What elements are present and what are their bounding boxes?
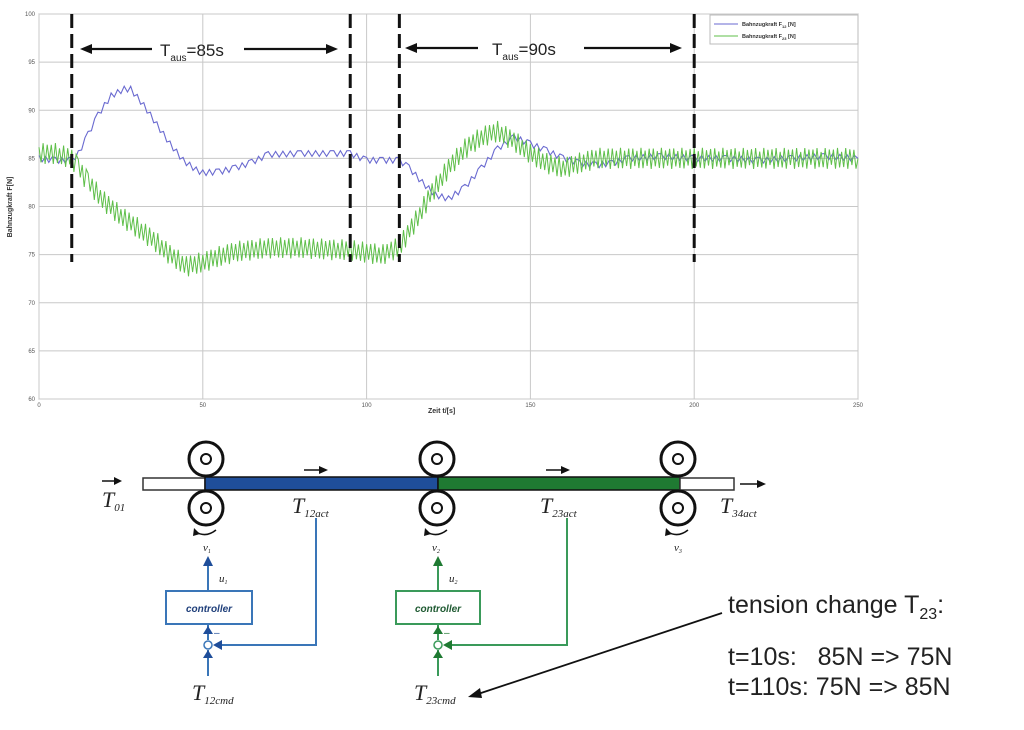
svg-text:65: 65 bbox=[28, 349, 35, 355]
label-u2: u2 bbox=[449, 573, 458, 586]
svg-text:80: 80 bbox=[28, 205, 35, 211]
span1-label: Taus=85s bbox=[160, 41, 224, 64]
minus-sign-1: – bbox=[214, 628, 220, 639]
tension-step-1: t=10s: 85N => 75N bbox=[728, 643, 953, 671]
arrow-right-icon bbox=[670, 43, 682, 53]
arrow-left-icon bbox=[80, 44, 92, 54]
svg-text:90: 90 bbox=[28, 108, 35, 114]
direction-arrow-icon bbox=[102, 477, 122, 485]
svg-text:95: 95 bbox=[28, 60, 35, 66]
label-u1: u1 bbox=[219, 573, 228, 586]
arrow-up-icon bbox=[433, 556, 443, 566]
span-annotation-85s: Taus=85s bbox=[80, 41, 338, 64]
controller-loop-12: u1 controller – T12cmd bbox=[165, 518, 317, 707]
direction-arrow-icon bbox=[546, 466, 570, 474]
label-t12cmd: T12cmd bbox=[192, 680, 234, 707]
web-segment-23 bbox=[437, 476, 681, 491]
svg-text:85: 85 bbox=[28, 156, 35, 162]
svg-text:100: 100 bbox=[362, 403, 373, 409]
web-segment-input bbox=[142, 477, 206, 491]
svg-text:75: 75 bbox=[28, 253, 35, 259]
summing-junction-2 bbox=[433, 640, 443, 650]
tension-change-title: tension change T23: bbox=[728, 591, 945, 623]
label-t23act: T23act bbox=[540, 493, 578, 520]
chart-legend: Bahnzugkraft F12 [N] Bahnzugkraft F23 [N… bbox=[709, 14, 859, 45]
legend-label-f23: Bahnzugkraft F23 [N] bbox=[742, 34, 796, 41]
arrow-right-icon bbox=[326, 44, 338, 54]
svg-text:70: 70 bbox=[28, 301, 35, 307]
svg-text:250: 250 bbox=[853, 403, 864, 409]
label-v3: v3 bbox=[674, 542, 682, 555]
controller-2-label: controller bbox=[415, 604, 462, 615]
label-t23cmd: T23cmd bbox=[414, 680, 456, 707]
svg-text:60: 60 bbox=[28, 397, 35, 403]
roller-pair-1 bbox=[187, 440, 225, 527]
chart-dashed-markers bbox=[70, 14, 696, 262]
span-annotation-90s: Taus=90s bbox=[405, 40, 682, 63]
label-v2: v2 bbox=[432, 542, 440, 555]
arrow-up-icon bbox=[203, 556, 213, 566]
controller-1-label: controller bbox=[186, 604, 233, 615]
chart-grid bbox=[38, 13, 859, 400]
tension-change-note: tension change T23: t=10s: 85N => 75N t=… bbox=[728, 590, 1018, 702]
svg-text:0: 0 bbox=[37, 403, 41, 409]
y-axis-title: Bahnzugkraft F[N] bbox=[7, 177, 14, 238]
minus-sign-2: – bbox=[444, 628, 450, 639]
roller-pair-2 bbox=[418, 440, 456, 527]
legend-label-f12: Bahnzugkraft F12 [N] bbox=[742, 22, 796, 29]
direction-arrow-icon bbox=[740, 480, 766, 488]
web-segment-output bbox=[679, 477, 735, 491]
tension-chart: 60 65 70 75 80 85 90 95 100 0 50 100 150 200 250 Taus=… bbox=[7, 12, 864, 415]
x-axis-title: Zeit t/[s] bbox=[428, 408, 455, 415]
web-tension-diagram: T01 T12act T23act T34act v1 v2 v3 u1 con… bbox=[102, 440, 766, 707]
svg-text:100: 100 bbox=[25, 12, 36, 18]
controller-loop-23: u2 controller – T23cmd bbox=[395, 518, 568, 707]
summing-junction-1 bbox=[203, 640, 213, 650]
span2-label: Taus=90s bbox=[492, 40, 556, 63]
svg-text:50: 50 bbox=[199, 403, 206, 409]
label-t34act: T34act bbox=[720, 493, 758, 520]
tension-step-2: t=110s: 75N => 85N bbox=[728, 673, 951, 701]
arrow-left-icon bbox=[405, 43, 417, 53]
pointer-arrow-icon bbox=[468, 612, 723, 698]
svg-text:200: 200 bbox=[689, 403, 700, 409]
label-v1: v1 bbox=[203, 542, 211, 555]
label-t12act: T12act bbox=[292, 493, 330, 520]
svg-text:150: 150 bbox=[525, 403, 536, 409]
label-t01: T01 bbox=[102, 487, 125, 514]
chart-canvas: 60 65 70 75 80 85 90 95 100 0 50 100 150 200 250 Taus=… bbox=[7, 12, 864, 415]
web-segment-12 bbox=[204, 476, 439, 491]
roller-pair-3 bbox=[659, 440, 697, 527]
direction-arrow-icon bbox=[304, 466, 328, 474]
chart-tick-labels: 60 65 70 75 80 85 90 95 100 0 50 100 150 200 250 bbox=[25, 12, 864, 409]
chart-series bbox=[38, 84, 859, 277]
